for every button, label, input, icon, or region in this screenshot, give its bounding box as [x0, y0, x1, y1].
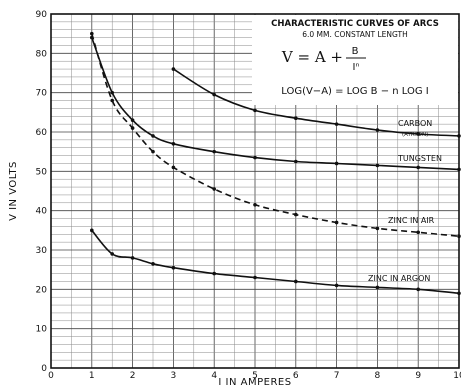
data-point-zinc-in-argon — [375, 285, 380, 290]
data-point-tungsten — [90, 35, 94, 40]
data-point-zinc-in-air — [212, 187, 216, 191]
data-point-zinc-in-air — [110, 98, 114, 103]
y-tick-label: 40 — [36, 207, 48, 217]
y-tick-label: 70 — [36, 89, 48, 99]
formula-denominator: Iⁿ — [353, 62, 360, 73]
data-point-zinc-in-argon — [90, 228, 94, 233]
y-tick-label: 80 — [36, 49, 48, 59]
y-tick-label: 30 — [36, 246, 48, 256]
data-point-zinc-in-argon — [151, 261, 155, 266]
y-tick-label: 60 — [36, 128, 48, 138]
data-point-tungsten — [212, 149, 216, 154]
data-point-zinc-in-air — [416, 230, 421, 235]
x-tick-label: 1 — [89, 371, 95, 381]
data-point-tungsten — [375, 163, 380, 168]
data-point-zinc-in-air — [130, 126, 135, 130]
x-tick-label: 0 — [48, 371, 54, 381]
data-point-carbon — [375, 128, 380, 132]
data-point-tungsten — [253, 155, 257, 160]
data-point-zinc-in-argon — [171, 265, 176, 270]
data-point-carbon — [253, 108, 257, 113]
x-tick-label: 6 — [293, 371, 299, 381]
x-tick-label: 3 — [171, 371, 177, 381]
label-carbon: CARBON — [398, 119, 432, 128]
label-zinc-argon: ZINC IN ARGON — [368, 274, 430, 283]
x-ticks: 0 1 2 3 4 5 6 7 8 9 10 — [48, 371, 461, 381]
data-point-zinc-in-air — [151, 149, 155, 154]
data-point-zinc-in-air — [294, 212, 298, 217]
data-point-carbon — [212, 92, 216, 97]
data-point-tungsten — [334, 161, 339, 166]
label-zinc-air: ZINC IN AIR — [388, 216, 435, 225]
title-box-background — [252, 15, 458, 105]
chart-subtitle: 6.0 MM. CONSTANT LENGTH — [302, 30, 408, 39]
data-point-zinc-in-air — [90, 31, 94, 36]
y-tick-label: 20 — [36, 285, 48, 295]
x-tick-label: 7 — [334, 371, 340, 381]
x-tick-label: 4 — [211, 371, 217, 381]
data-point-tungsten — [416, 165, 421, 170]
x-tick-label: 5 — [252, 371, 258, 381]
data-point-tungsten — [294, 159, 298, 164]
data-point-zinc-in-argon — [253, 275, 257, 280]
x-tick-label: 8 — [375, 371, 381, 381]
formula-log: LOG(V−A) = LOG B − n LOG I — [281, 86, 429, 97]
data-point-zinc-in-argon — [130, 256, 135, 260]
y-tick-label: 0 — [41, 364, 47, 374]
data-point-carbon — [416, 132, 421, 136]
series-line-tungsten — [91, 37, 460, 171]
data-point-zinc-in-air — [334, 220, 339, 225]
data-point-zinc-in-air — [375, 226, 380, 231]
data-point-tungsten — [110, 90, 114, 95]
x-tick-label: 9 — [415, 371, 421, 381]
data-point-zinc-in-argon — [294, 279, 298, 284]
data-point-zinc-in-air — [171, 165, 176, 170]
label-tungsten: TUNGSTEN — [397, 154, 442, 163]
formula-main: V = A + — [281, 48, 343, 66]
y-ticks: 0 10 20 30 40 50 60 70 80 90 — [36, 10, 48, 374]
formula-numerator: B — [352, 46, 359, 57]
data-point-tungsten — [171, 142, 176, 146]
data-point-zinc-in-argon — [334, 283, 339, 288]
y-tick-label: 10 — [36, 325, 48, 335]
grid — [51, 14, 459, 368]
data-point-zinc-in-argon — [416, 287, 421, 292]
data-point-carbon — [334, 122, 339, 126]
data-point-carbon — [294, 116, 298, 121]
chart-title: CHARACTERISTIC CURVES OF ARCS — [271, 19, 439, 29]
y-axis-label: V IN VOLTS — [8, 161, 19, 221]
data-point-tungsten — [130, 118, 135, 122]
series-line-carbon — [172, 68, 460, 137]
x-tick-label: 10 — [453, 371, 461, 381]
data-point-zinc-in-argon — [212, 271, 216, 276]
x-axis-label: I IN AMPERES — [218, 377, 291, 388]
plot-frame — [50, 13, 460, 369]
label-carbon-note: (AYRTON) — [402, 132, 428, 138]
data-point-zinc-in-air — [253, 202, 257, 207]
data-point-tungsten — [151, 134, 155, 138]
y-tick-label: 90 — [36, 10, 48, 20]
y-tick-label: 50 — [36, 167, 48, 177]
data-point-carbon — [171, 67, 176, 71]
data-point-zinc-in-argon — [110, 252, 114, 256]
x-tick-label: 2 — [130, 371, 136, 381]
